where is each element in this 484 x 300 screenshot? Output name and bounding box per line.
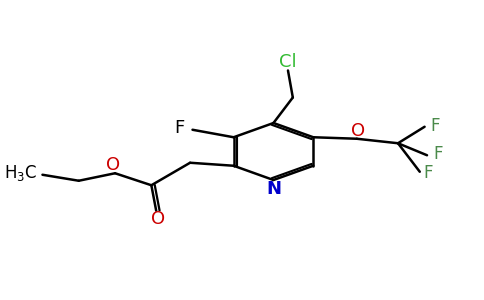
Text: H$_3$C: H$_3$C [4,163,38,183]
Text: O: O [151,210,165,228]
Text: O: O [106,156,120,174]
Text: F: F [424,164,433,182]
Text: O: O [351,122,365,140]
Text: F: F [430,117,440,135]
Text: N: N [266,180,281,198]
Text: Cl: Cl [279,52,297,70]
Text: F: F [174,119,184,137]
Text: F: F [433,145,442,163]
